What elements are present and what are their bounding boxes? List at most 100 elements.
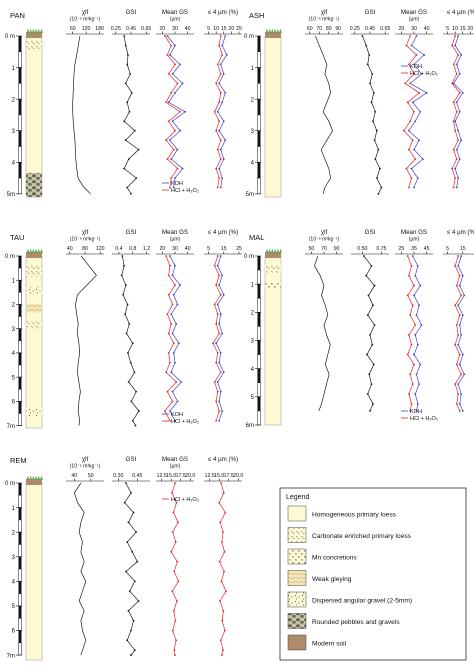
grass-mark — [34, 248, 38, 254]
data-point — [222, 531, 224, 534]
data-point — [409, 35, 412, 37]
data-point — [454, 264, 457, 267]
data-point — [454, 304, 457, 307]
data-point — [413, 148, 415, 151]
depth-axis-segment — [257, 51, 261, 68]
column-tick-label: 70 — [321, 246, 327, 252]
data-point — [457, 54, 460, 56]
data-point — [461, 410, 464, 412]
data-point — [216, 264, 219, 267]
data-point — [372, 304, 374, 307]
data-point — [172, 342, 175, 345]
profile-panel-ash: ASH 0 m 1 2 3 4 5m χlf(10⁻⁸ m³kg⁻¹) 60 70 80 90 GSI 0… — [244, 9, 474, 198]
data-point — [366, 353, 368, 356]
data-point — [419, 110, 422, 113]
data-point — [373, 284, 376, 287]
column-subheader: (µm) — [170, 17, 181, 23]
data-point — [452, 148, 455, 151]
data-point — [120, 274, 123, 277]
data-point — [174, 44, 176, 47]
depth-axis-segment — [18, 630, 22, 643]
column-tick-label: 0.45 — [365, 26, 375, 32]
legend-label: HCl + H₂O₂ — [171, 188, 199, 194]
data-point — [215, 419, 218, 422]
column-tick-label: 35 — [411, 246, 417, 252]
data-point — [366, 63, 369, 66]
data-point — [410, 402, 413, 405]
column-header: ≤ 4 µm (%) — [208, 456, 238, 463]
column-tick-label: 5 — [446, 246, 449, 252]
column-tick-label: 180 — [95, 26, 104, 32]
data-point — [165, 255, 168, 257]
data-point — [374, 158, 377, 161]
column-tick-label: 50 — [308, 246, 314, 252]
data-point — [121, 255, 124, 257]
data-point — [167, 120, 170, 123]
data-point — [454, 177, 457, 179]
depth-tick-label: 5 — [12, 375, 16, 381]
grass-mark — [29, 475, 33, 481]
data-point — [130, 91, 133, 94]
data-point — [415, 373, 418, 376]
column-tick-label: 20 — [398, 26, 404, 32]
column-tick-label: 80 — [82, 246, 88, 252]
data-point — [179, 284, 181, 286]
depth-axis-segment — [257, 410, 261, 426]
depth-axis-segment — [257, 256, 261, 271]
legend-item-label: Dispersed angular gravel (2-5mm) — [312, 598, 412, 605]
data-point — [170, 158, 173, 161]
data-point — [218, 274, 221, 277]
column-tick-label: 15.0 — [166, 473, 176, 479]
depth-axis-segment — [18, 162, 22, 179]
data-point — [220, 541, 223, 543]
data-point — [221, 619, 224, 622]
data-point — [218, 400, 221, 403]
legend-label: KOH — [171, 412, 183, 418]
data-point — [218, 167, 221, 170]
data-point — [130, 400, 133, 403]
data-point — [413, 110, 415, 113]
lithology-stratum — [26, 264, 42, 277]
data-point — [171, 274, 174, 277]
data-point — [174, 177, 176, 179]
depth-axis-segment — [18, 340, 22, 354]
depth-tick-label: 1 — [12, 278, 16, 284]
data-point — [131, 419, 134, 422]
lithology-column — [264, 255, 282, 426]
column-tick-label: 15 — [221, 26, 227, 32]
data-point — [370, 101, 373, 104]
data-point — [137, 600, 140, 602]
depth-axis-segment — [257, 162, 261, 179]
legend-label: KOH — [171, 181, 183, 187]
data-point — [402, 129, 405, 132]
series-line — [212, 255, 222, 421]
data-point — [224, 139, 227, 142]
data-point — [218, 332, 221, 335]
data-point — [461, 91, 464, 94]
legend-frame — [279, 487, 467, 661]
data-point — [126, 101, 129, 104]
data-point — [216, 381, 219, 383]
data-point — [123, 167, 126, 170]
data-point — [133, 649, 136, 652]
data-point — [414, 333, 417, 336]
data-point — [221, 44, 224, 47]
grass-mark — [29, 28, 33, 34]
data-point — [373, 139, 376, 142]
lithology-column — [264, 35, 282, 198]
depth-tick-label: 2 — [12, 303, 16, 309]
data-point — [171, 303, 174, 306]
data-point — [454, 383, 457, 386]
data-point — [455, 324, 458, 326]
data-point — [215, 82, 218, 85]
grass-mark — [268, 248, 272, 254]
lithology-stratum — [26, 40, 42, 49]
data-point — [408, 274, 410, 277]
data-point — [126, 303, 129, 306]
data-point — [222, 371, 225, 374]
column-subheader: (µm) — [170, 464, 181, 470]
series-line — [124, 482, 140, 656]
data-point — [410, 167, 413, 170]
data-point — [127, 54, 129, 56]
data-point — [166, 158, 169, 161]
